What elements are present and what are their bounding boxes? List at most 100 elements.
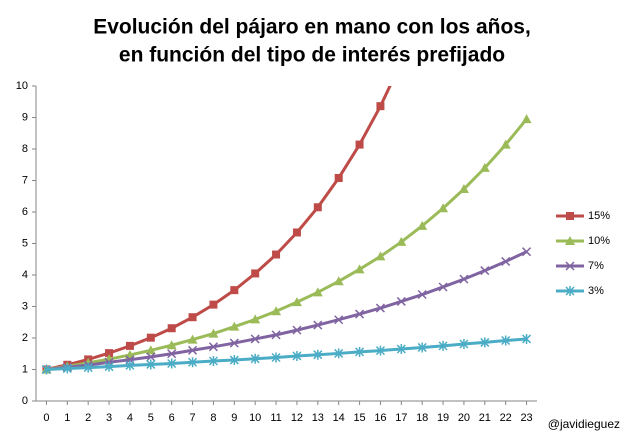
data-point	[312, 287, 323, 297]
data-point	[229, 338, 239, 348]
data-point	[292, 228, 301, 237]
data-point	[167, 358, 177, 369]
x-tick-label: 16	[374, 412, 386, 424]
legend-marker	[565, 261, 575, 271]
data-point	[376, 102, 385, 111]
legend-label: 10%	[588, 235, 610, 247]
data-point	[291, 297, 302, 307]
data-point	[355, 309, 365, 319]
data-point	[355, 346, 365, 357]
data-point	[500, 139, 511, 149]
data-point	[479, 162, 490, 172]
data-point	[167, 324, 176, 333]
data-point	[251, 269, 260, 278]
data-point	[522, 333, 532, 344]
data-point	[334, 348, 344, 359]
x-tick-label: 21	[479, 412, 491, 424]
data-point	[250, 314, 261, 324]
data-point	[480, 337, 490, 348]
data-point	[250, 353, 260, 364]
y-tick-label: 6	[22, 206, 28, 218]
data-point	[104, 361, 114, 372]
legend-marker	[565, 236, 575, 245]
x-tick-label: 7	[190, 412, 196, 424]
data-point	[313, 203, 322, 212]
data-point	[355, 140, 364, 149]
x-tick-label: 6	[169, 412, 175, 424]
data-point	[209, 300, 218, 309]
data-point	[334, 315, 344, 325]
x-tick-label: 2	[85, 412, 91, 424]
x-tick-label: 0	[43, 412, 49, 424]
data-point	[145, 345, 156, 355]
legend-label: 15%	[588, 210, 610, 222]
data-point	[480, 266, 490, 276]
data-point	[271, 352, 281, 363]
data-point	[459, 274, 469, 284]
data-point	[396, 344, 406, 355]
data-point	[272, 250, 281, 259]
data-point	[417, 289, 427, 300]
data-point	[333, 276, 344, 286]
data-point	[501, 256, 511, 266]
legend-marker	[566, 212, 574, 220]
data-point	[167, 349, 177, 359]
data-point	[83, 362, 93, 373]
data-point	[146, 359, 156, 370]
y-tick-label: 7	[22, 174, 28, 186]
x-tick-label: 15	[353, 412, 365, 424]
y-tick-label: 4	[22, 269, 28, 281]
x-tick-label: 19	[437, 412, 449, 424]
x-tick-label: 5	[148, 412, 154, 424]
y-tick-label: 5	[22, 237, 28, 249]
data-point	[417, 342, 427, 353]
chart-title: en función del tipo de interés prefijado	[119, 44, 505, 67]
data-point	[125, 341, 134, 350]
data-point	[501, 335, 511, 346]
x-tick-label: 18	[416, 412, 428, 424]
x-tick-label: 8	[210, 412, 216, 424]
x-tick-label: 4	[127, 412, 133, 424]
x-tick-label: 22	[500, 412, 512, 424]
x-tick-label: 20	[458, 412, 470, 424]
data-point	[125, 360, 135, 371]
data-point	[521, 114, 532, 124]
data-point	[208, 328, 219, 338]
plot-area	[41, 86, 532, 375]
x-tick-label: 1	[64, 412, 70, 424]
series-line	[46, 337, 527, 371]
data-point	[292, 350, 302, 361]
x-tick-label: 23	[520, 412, 532, 424]
data-point	[188, 357, 198, 368]
x-tick-label: 11	[270, 412, 281, 424]
data-point	[188, 313, 197, 322]
x-tick-label: 12	[291, 412, 303, 424]
data-point	[292, 325, 302, 335]
annotation: @javidieguez	[548, 417, 620, 431]
y-tick-label: 2	[22, 332, 28, 344]
series-line	[46, 250, 528, 371]
data-point	[458, 184, 469, 194]
data-point	[438, 340, 448, 351]
y-tick-label: 9	[22, 111, 28, 123]
data-point	[459, 338, 469, 349]
data-point	[166, 340, 177, 350]
data-point	[230, 286, 239, 295]
data-point	[146, 352, 156, 362]
x-tick-label: 14	[333, 412, 345, 424]
data-point	[229, 321, 240, 331]
legend-label: 3%	[588, 285, 604, 297]
data-point	[522, 247, 532, 257]
y-tick-label: 0	[22, 395, 28, 407]
data-point	[271, 330, 281, 340]
data-point	[313, 349, 323, 360]
data-point	[105, 349, 114, 358]
y-tick-label: 3	[22, 300, 28, 312]
y-tick-label: 1	[22, 363, 28, 375]
data-point	[250, 334, 260, 344]
data-point	[41, 364, 51, 375]
data-point	[438, 203, 449, 213]
data-point	[396, 236, 407, 246]
data-point	[146, 333, 155, 342]
x-tick-label: 10	[249, 412, 261, 424]
